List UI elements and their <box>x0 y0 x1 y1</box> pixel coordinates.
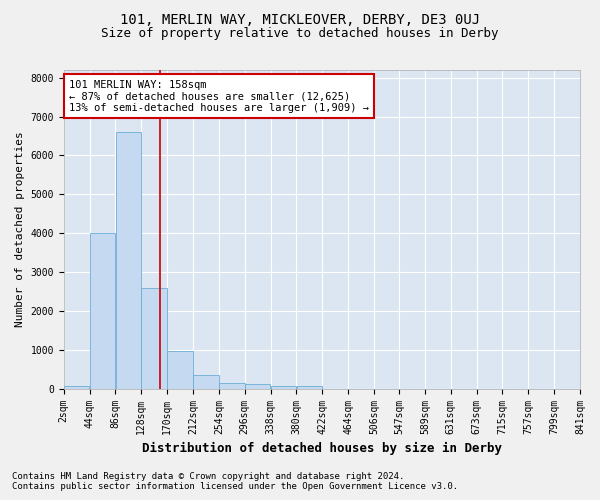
Text: Contains public sector information licensed under the Open Government Licence v3: Contains public sector information licen… <box>12 482 458 491</box>
Bar <box>245 384 271 388</box>
Y-axis label: Number of detached properties: Number of detached properties <box>15 132 25 327</box>
Bar <box>271 386 296 388</box>
Text: Contains HM Land Registry data © Crown copyright and database right 2024.: Contains HM Land Registry data © Crown c… <box>12 472 404 481</box>
Bar <box>90 233 115 388</box>
Bar <box>116 132 141 388</box>
Bar <box>296 386 322 388</box>
Bar <box>142 288 167 388</box>
Text: 101, MERLIN WAY, MICKLEOVER, DERBY, DE3 0UJ: 101, MERLIN WAY, MICKLEOVER, DERBY, DE3 … <box>120 12 480 26</box>
X-axis label: Distribution of detached houses by size in Derby: Distribution of detached houses by size … <box>142 442 502 455</box>
Bar <box>64 386 89 388</box>
Text: 101 MERLIN WAY: 158sqm
← 87% of detached houses are smaller (12,625)
13% of semi: 101 MERLIN WAY: 158sqm ← 87% of detached… <box>69 80 369 113</box>
Text: Size of property relative to detached houses in Derby: Size of property relative to detached ho… <box>101 28 499 40</box>
Bar <box>193 376 218 388</box>
Bar <box>167 352 193 389</box>
Bar <box>219 383 245 388</box>
